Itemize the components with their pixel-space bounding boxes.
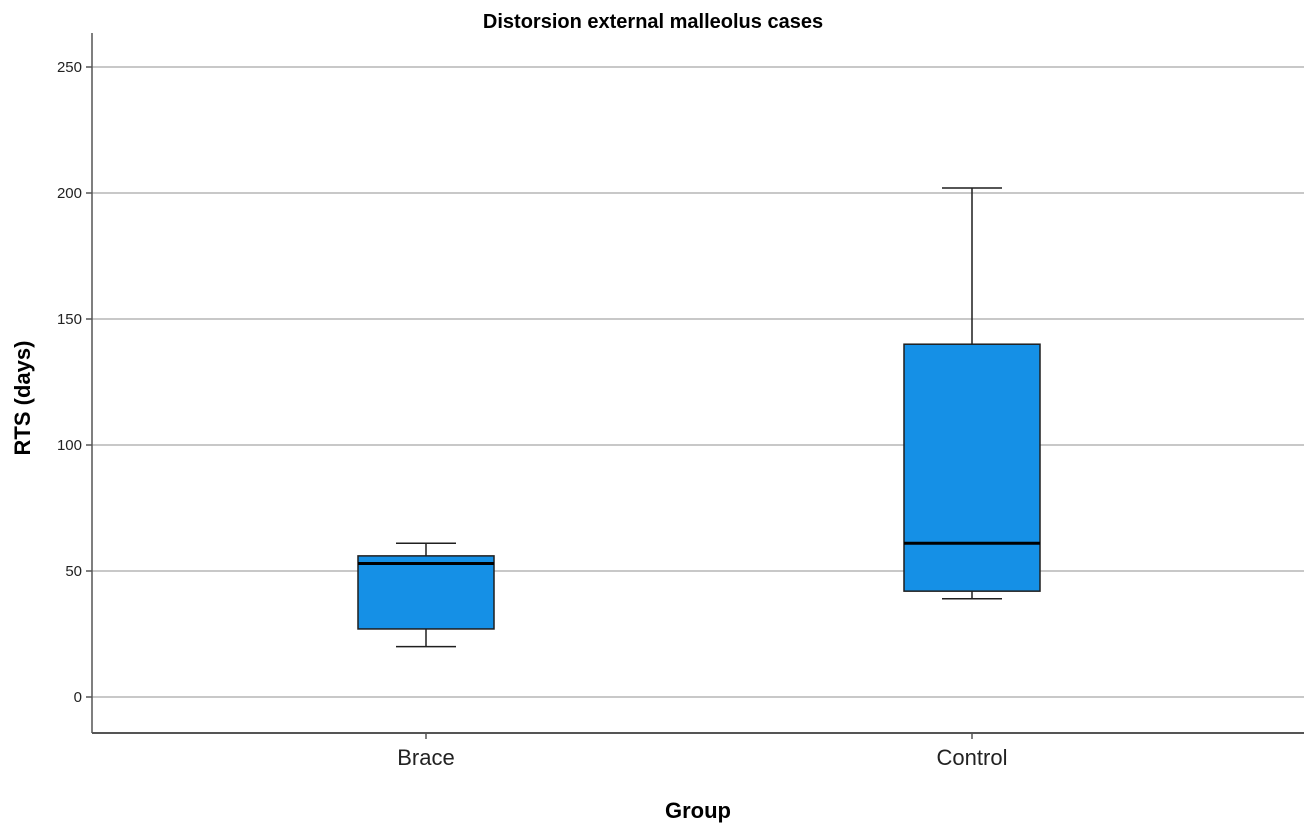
grid-lines xyxy=(92,66,1304,698)
axes xyxy=(86,33,1304,739)
boxes xyxy=(357,187,1041,648)
y-tick-labels: 0 50 100 150 200 250 xyxy=(57,59,82,706)
y-axis-title: RTS (days) xyxy=(10,341,35,456)
x-axis-title: Group xyxy=(665,798,731,823)
y-tick-label-150: 150 xyxy=(57,311,82,328)
box-body-brace xyxy=(357,555,495,630)
y-tick-label-100: 100 xyxy=(57,437,82,454)
y-tick-label-50: 50 xyxy=(65,563,82,580)
box-brace xyxy=(357,542,495,648)
y-tick-label-200: 200 xyxy=(57,185,82,202)
x-category-label-control: Control xyxy=(937,745,1008,770)
y-tick-label-250: 250 xyxy=(57,59,82,76)
y-tick-label-0: 0 xyxy=(74,689,82,706)
x-category-labels: Brace Control xyxy=(397,745,1007,770)
x-category-label-brace: Brace xyxy=(397,745,454,770)
box-control xyxy=(903,187,1041,600)
box-body-control xyxy=(903,343,1041,592)
chart-title: Distorsion external malleolus cases xyxy=(483,11,823,33)
